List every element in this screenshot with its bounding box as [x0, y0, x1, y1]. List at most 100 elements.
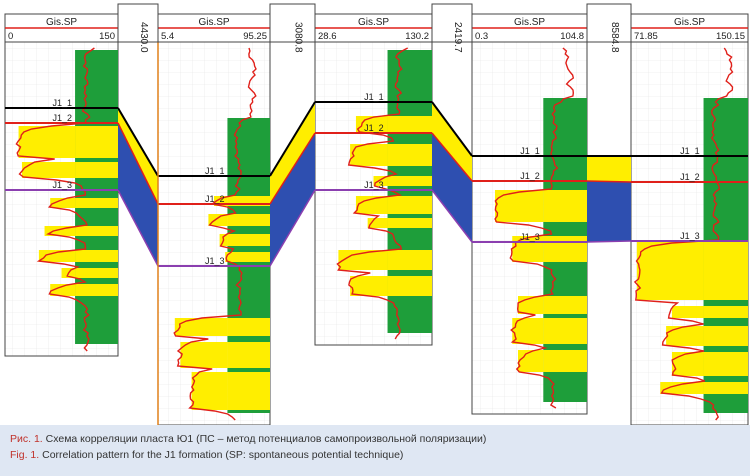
- sand-body-right-3-7: [387, 276, 432, 296]
- horizon-label: J1_3: [205, 256, 225, 266]
- sand-body-right-2-2: [227, 214, 270, 226]
- sand-body-right-1-1: [75, 126, 118, 158]
- sand-body-2-2: [208, 214, 228, 226]
- caption-ru: Рис. 1. Схема корреляции пласта Ю1 (ПС –…: [10, 433, 486, 446]
- sand-body-right-1-7: [75, 284, 118, 296]
- correlation-j1-2-2: [269, 132, 316, 205]
- sand-body-3-7: [350, 276, 388, 296]
- horizon-label: J1_1: [520, 146, 540, 156]
- figure-caption: Рис. 1. Схема корреляции пласта Ю1 (ПС –…: [0, 425, 750, 476]
- sand-body-3-1: [355, 116, 388, 132]
- sand-body-right-4-5: [543, 350, 587, 372]
- correlation-j1-1-2: [269, 101, 316, 177]
- correlation-figure-svg: J1_1 J1_2 J1_3 J1_1 J1_2 J1_3 J1_1 J1_2 J1_3 J1_1…: [4, 3, 749, 426]
- horizon-label: J1_1: [205, 166, 225, 176]
- sand-body-1-3: [50, 198, 76, 208]
- gap-header-box-3: [431, 3, 473, 43]
- correlation-j1-2-1: [117, 122, 159, 205]
- sand-body-2-5: [174, 318, 228, 336]
- zone-upper-3: [432, 102, 472, 181]
- correlation-j1-3-4: [586, 240, 632, 243]
- sand-body-2-7: [191, 372, 228, 410]
- sand-body-3-3: [373, 176, 388, 186]
- sand-body-right-5-1: [703, 242, 748, 300]
- track-scale-max: 95.25: [243, 31, 267, 42]
- sand-body-5-2: [671, 306, 704, 318]
- sp-curve-1: [15, 47, 95, 352]
- zone-lower-4: [587, 181, 631, 242]
- correlation-j1-2-3: [431, 132, 473, 182]
- sand-body-right-2-7: [227, 372, 270, 410]
- track-scale-max: 150.15: [716, 31, 745, 42]
- sand-body-4-4: [512, 318, 544, 344]
- track-curve-name: Gis.SP: [198, 17, 229, 28]
- sand-body-1-7: [50, 284, 76, 296]
- sand-body-right-5-5: [703, 382, 748, 394]
- caption-en-label: Fig. 1.: [10, 449, 40, 461]
- horizon-label: J1_1: [680, 146, 700, 156]
- horizon-label: J1_2: [680, 172, 700, 182]
- sand-body-2-6: [180, 342, 228, 368]
- sand-body-right-5-4: [703, 352, 748, 376]
- sand-body-right-2-6: [227, 342, 270, 368]
- sand-body-5-3: [666, 326, 704, 346]
- sp-curve-4: [494, 47, 575, 409]
- sand-body-5-5: [660, 382, 704, 394]
- zone-upper-1: [118, 108, 158, 204]
- sand-body-4-1: [495, 190, 544, 222]
- sand-body-right-1-4: [75, 226, 118, 236]
- zone-lower-1: [118, 123, 158, 266]
- sand-body-5-4: [671, 352, 704, 376]
- zone-lower-3: [432, 133, 472, 242]
- track-curve-name: Gis.SP: [674, 17, 705, 28]
- track-curve-name: Gis.SP: [46, 17, 77, 28]
- sand-body-right-1-5: [75, 250, 118, 262]
- horizon-label: J1_2: [520, 171, 540, 181]
- sand-body-right-3-1: [387, 116, 432, 132]
- track-scale-max: 104.8: [560, 31, 584, 42]
- gap-header-box-4: [586, 3, 632, 43]
- gap-distance-label: 8584.8: [609, 22, 620, 53]
- horizon-label: J1_3: [520, 232, 540, 242]
- correlation-j1-1-3: [431, 101, 473, 157]
- sand-body-right-4-2: [543, 236, 587, 262]
- gap-distance-label: 2419.7: [452, 22, 463, 53]
- sand-body-right-3-2: [387, 144, 432, 166]
- horizon-label: J1_1: [364, 92, 384, 102]
- correlation-j1-1-1: [117, 107, 159, 177]
- sand-body-right-4-3: [543, 296, 587, 314]
- sand-body-right-2-5: [227, 318, 270, 336]
- sp-curve-2: [173, 47, 257, 421]
- sand-body-4-2: [512, 236, 544, 262]
- sand-body-5-1: [636, 242, 704, 300]
- sand-body-right-5-2: [703, 306, 748, 318]
- sand-body-right-3-5: [387, 218, 432, 228]
- sand-body-right-4-4: [543, 318, 587, 344]
- sand-body-right-1-3: [75, 198, 118, 208]
- caption-ru-label: Рис. 1.: [10, 433, 43, 445]
- zone-upper-4: [587, 156, 631, 182]
- horizon-label: J1_1: [52, 98, 72, 108]
- track-scale-min: 5.4: [161, 31, 174, 42]
- track-scale-max: 150: [99, 31, 115, 42]
- sand-body-right-2-1: [227, 196, 270, 206]
- sand-body-right-3-6: [387, 250, 432, 270]
- caption-en: Fig. 1. Correlation pattern for the J1 f…: [10, 449, 403, 462]
- correlation-j1-3-1: [117, 189, 159, 267]
- caption-en-text: Correlation pattern for the J1 formation…: [42, 449, 404, 461]
- zone-upper-2: [270, 102, 315, 204]
- sand-body-1-5: [38, 250, 76, 262]
- track-scale-min: 0: [8, 31, 13, 42]
- correlation-figure: J1_1 J1_2 J1_3 J1_1 J1_2 J1_3 J1_1 J1_2 J1_3 J1_1…: [4, 3, 749, 426]
- sand-body-right-3-4: [387, 196, 432, 214]
- track-scale-min: 71.85: [634, 31, 658, 42]
- sand-body-right-1-2: [75, 162, 118, 178]
- gap-distance-label: 3080.8: [293, 22, 304, 53]
- sand-body-1-2: [21, 162, 76, 178]
- sand-body-right-4-1: [543, 190, 587, 222]
- sand-body-right-3-3: [387, 176, 432, 186]
- sp-curve-5: [633, 47, 734, 421]
- sand-body-right-1-6: [75, 268, 118, 278]
- track-scale-max: 130.2: [405, 31, 429, 42]
- sand-body-right-2-3: [227, 234, 270, 246]
